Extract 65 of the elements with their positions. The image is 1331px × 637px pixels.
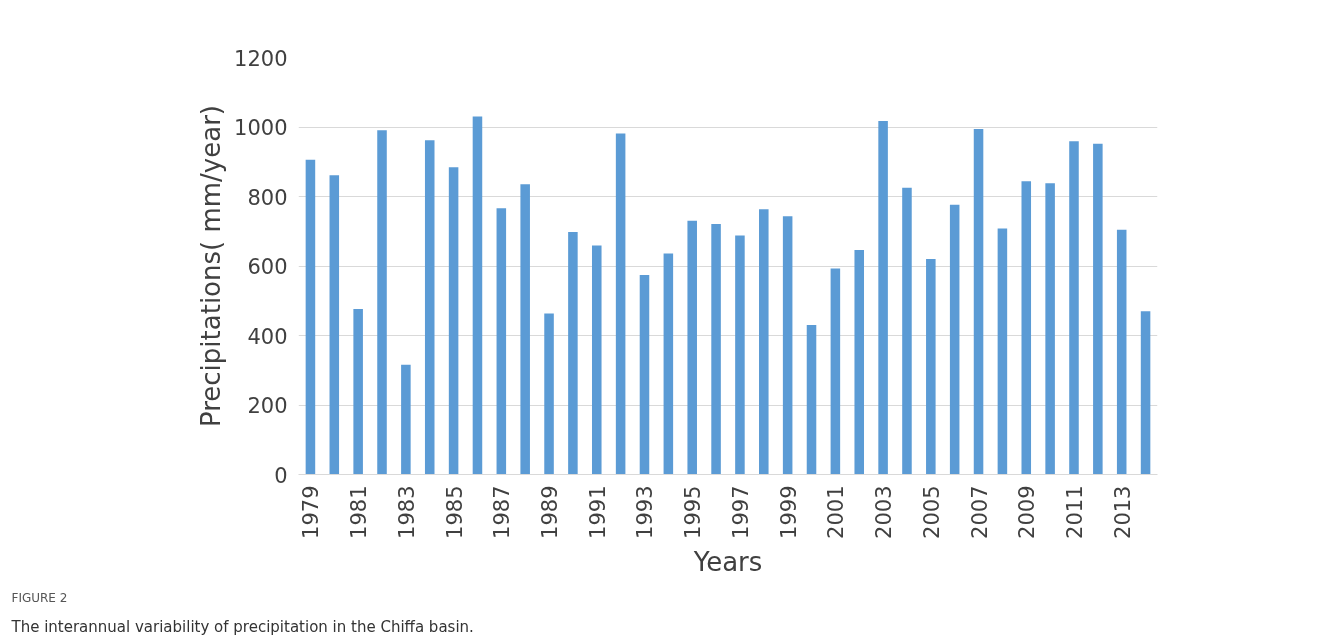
- x-tick-label: 1985: [442, 485, 467, 539]
- y-tick-label: 1000: [234, 116, 288, 140]
- bar: [401, 364, 411, 475]
- x-tick-label: 2005: [919, 485, 944, 539]
- bar: [1045, 183, 1055, 475]
- bar: [615, 133, 626, 475]
- y-tick-label: 200: [247, 394, 288, 418]
- x-tick-label: 1989: [538, 485, 563, 539]
- x-axis-title: Years: [692, 546, 763, 577]
- bar: [496, 208, 507, 475]
- x-tick-label: 2011: [1062, 485, 1087, 539]
- bar: [782, 216, 793, 475]
- y-tick-label: 400: [247, 324, 288, 349]
- bar: [1093, 143, 1103, 475]
- x-tick-label: 1999: [776, 485, 801, 539]
- bar: [687, 220, 697, 475]
- y-tick-label: 800: [247, 185, 288, 210]
- x-tick-label: 2001: [824, 485, 849, 539]
- bar: [806, 325, 817, 475]
- text: The interannual variability of precipitation in the Chiffa basin.: [10, 617, 474, 636]
- bar: [1021, 181, 1032, 475]
- bar: [735, 235, 745, 475]
- x-tick-label: 1997: [728, 485, 753, 539]
- bar: [1069, 141, 1079, 475]
- bar: [1116, 229, 1127, 475]
- x-tick-label: 1979: [299, 485, 324, 539]
- bar: [1140, 311, 1151, 475]
- bar: [591, 245, 602, 475]
- x-tick-label: 2013: [1110, 485, 1135, 539]
- bar: [949, 204, 960, 475]
- bar: [902, 187, 912, 475]
- x-tick-label: 1993: [633, 485, 658, 539]
- bar: [830, 268, 841, 475]
- bar: [639, 275, 650, 475]
- y-tick-label: 600: [247, 255, 288, 279]
- bar: [759, 209, 769, 475]
- bar: [544, 313, 554, 475]
- x-tick-label: 2009: [1015, 485, 1040, 539]
- x-tick-label: 1995: [681, 485, 706, 539]
- y-tick-label: 0: [274, 463, 288, 488]
- bar: [472, 116, 483, 475]
- y-axis-title: Precipitations( mm/year): [196, 104, 227, 428]
- x-tick-label: 2007: [967, 485, 992, 539]
- bar: [568, 231, 578, 475]
- x-tick-label: 2003: [872, 485, 897, 539]
- bar: [878, 121, 888, 475]
- bar: [997, 228, 1008, 475]
- bar: [353, 309, 363, 475]
- x-tick-label: 1983: [394, 485, 419, 539]
- bar: [663, 253, 674, 475]
- bar: [711, 223, 721, 475]
- caption: FIGURE 2: [11, 590, 68, 605]
- x-tick-label: 1991: [585, 485, 610, 539]
- bar: [854, 250, 865, 475]
- y-tick-label: 1200: [234, 46, 288, 71]
- bar: [448, 167, 459, 475]
- bar: [520, 184, 530, 475]
- x-tick-label: 1981: [347, 485, 372, 539]
- bar: [377, 130, 387, 475]
- bar: [926, 259, 936, 475]
- bar: [305, 159, 316, 475]
- bar: [329, 175, 340, 475]
- x-tick-label: 1987: [490, 485, 515, 539]
- bar: [973, 129, 984, 475]
- bar: [424, 140, 435, 475]
